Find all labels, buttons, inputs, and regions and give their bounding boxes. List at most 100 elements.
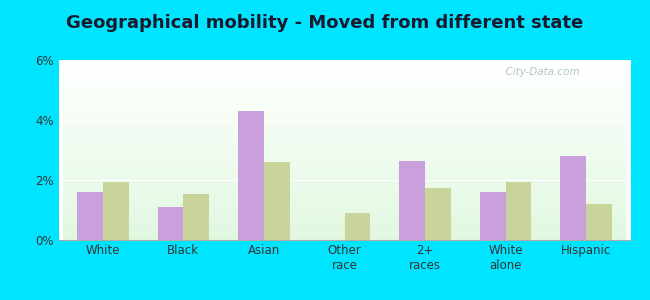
Bar <box>62 159 627 160</box>
Bar <box>62 136 627 137</box>
Bar <box>62 180 627 181</box>
Bar <box>62 221 627 222</box>
Bar <box>62 95 627 96</box>
Bar <box>62 139 627 140</box>
Bar <box>62 174 627 175</box>
Bar <box>62 206 627 207</box>
Bar <box>62 234 627 235</box>
Bar <box>62 169 627 170</box>
Bar <box>62 89 627 90</box>
Bar <box>62 163 627 164</box>
Bar <box>62 194 627 195</box>
Bar <box>62 154 627 155</box>
Bar <box>62 162 627 163</box>
Bar <box>62 182 627 183</box>
Bar <box>62 237 627 238</box>
Bar <box>62 200 627 201</box>
Bar <box>62 121 627 122</box>
Bar <box>62 72 627 73</box>
Bar <box>62 186 627 187</box>
Bar <box>62 79 627 80</box>
Bar <box>62 97 627 98</box>
Bar <box>62 227 627 228</box>
Bar <box>62 137 627 138</box>
Bar <box>62 112 627 113</box>
Bar <box>62 161 627 162</box>
Bar <box>62 90 627 91</box>
Bar <box>62 69 627 70</box>
Bar <box>62 217 627 218</box>
Bar <box>62 181 627 182</box>
Bar <box>62 218 627 219</box>
Bar <box>62 131 627 132</box>
Bar <box>62 224 627 225</box>
Bar <box>62 82 627 83</box>
Bar <box>62 104 627 105</box>
Bar <box>62 225 627 226</box>
Bar <box>62 155 627 156</box>
Bar <box>62 88 627 89</box>
Bar <box>62 216 627 217</box>
Bar <box>62 208 627 209</box>
Bar <box>62 177 627 178</box>
Bar <box>62 96 627 97</box>
Bar <box>62 68 627 69</box>
Bar <box>62 86 627 87</box>
Bar <box>238 111 264 240</box>
Bar <box>62 65 627 66</box>
Bar <box>62 233 627 234</box>
Bar <box>62 101 627 102</box>
Bar <box>62 67 627 68</box>
Bar <box>62 212 627 213</box>
Bar <box>62 74 627 75</box>
Bar <box>62 192 627 193</box>
Bar <box>62 87 627 88</box>
Bar <box>62 146 627 147</box>
Bar <box>62 66 627 67</box>
Bar <box>62 138 627 139</box>
Bar <box>62 103 627 104</box>
Bar <box>62 109 627 110</box>
Bar <box>62 168 627 169</box>
Bar <box>62 166 627 167</box>
Bar <box>560 156 586 240</box>
Bar <box>62 210 627 211</box>
Bar <box>62 111 627 112</box>
Bar <box>62 149 627 150</box>
Bar <box>62 164 627 165</box>
Bar <box>62 199 627 200</box>
Bar <box>62 236 627 237</box>
Bar <box>62 205 627 206</box>
Bar <box>62 64 627 65</box>
Bar <box>62 113 627 114</box>
Bar <box>62 222 627 223</box>
Bar <box>62 93 627 94</box>
Bar <box>62 228 627 229</box>
Bar <box>62 106 627 107</box>
Bar <box>62 215 627 216</box>
Bar <box>62 238 627 239</box>
Bar <box>62 232 627 233</box>
Bar <box>62 188 627 189</box>
Bar <box>62 183 627 184</box>
Bar <box>103 182 129 240</box>
Bar <box>62 156 627 157</box>
Bar <box>62 120 627 121</box>
Bar <box>62 175 627 176</box>
Bar <box>62 179 627 180</box>
Bar <box>62 170 627 171</box>
Bar <box>586 204 612 240</box>
Bar <box>62 85 627 86</box>
Bar <box>62 195 627 196</box>
Bar <box>62 239 627 240</box>
Bar <box>62 76 627 77</box>
Bar <box>62 100 627 101</box>
Bar <box>62 152 627 153</box>
Bar <box>62 61 627 62</box>
Bar <box>62 63 627 64</box>
Bar <box>480 192 506 240</box>
Bar <box>62 185 627 186</box>
Bar <box>62 145 627 146</box>
Text: City-Data.com: City-Data.com <box>499 67 580 77</box>
Bar <box>62 129 627 130</box>
